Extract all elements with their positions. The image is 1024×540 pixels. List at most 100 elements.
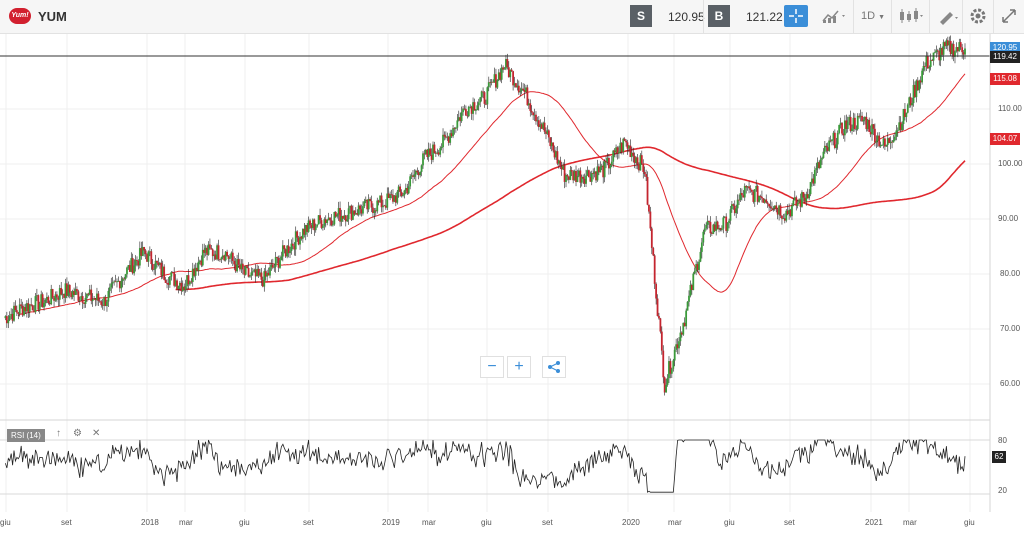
- price-chart[interactable]: [0, 34, 1024, 535]
- candle-body: [377, 200, 380, 203]
- sell-price[interactable]: 120.95: [668, 10, 705, 24]
- candle-body: [189, 281, 191, 285]
- candle-body: [35, 295, 38, 297]
- candles-button[interactable]: [896, 5, 926, 27]
- divider: [853, 0, 854, 34]
- candle-body: [403, 190, 406, 196]
- candle-body: [309, 220, 311, 226]
- candle-body: [758, 195, 760, 202]
- interval-button[interactable]: 1D ▼: [858, 5, 888, 27]
- candle-body: [342, 215, 344, 219]
- candle-body: [406, 187, 409, 194]
- candle-body: [545, 131, 547, 134]
- candle-body: [73, 291, 75, 295]
- chart-type-button[interactable]: [816, 5, 852, 27]
- candle-body: [316, 224, 319, 227]
- candle-body: [560, 166, 563, 170]
- candle-body: [853, 117, 856, 130]
- zoom-in-button[interactable]: +: [507, 356, 531, 378]
- candle-body: [692, 273, 695, 291]
- candle-body: [643, 171, 646, 175]
- candle-body: [147, 251, 150, 262]
- candle-body: [934, 52, 936, 53]
- candle-body: [878, 135, 881, 147]
- candle-body: [546, 130, 549, 134]
- candle-body: [942, 42, 945, 55]
- candle-body: [140, 248, 143, 256]
- candle-body: [98, 300, 101, 302]
- candle-body: [894, 136, 896, 141]
- candle-body: [291, 243, 294, 246]
- candle-body: [499, 72, 502, 80]
- sell-button[interactable]: S: [630, 5, 652, 27]
- candle-body: [660, 331, 663, 351]
- candle-body: [277, 257, 280, 268]
- candle-body: [771, 207, 773, 209]
- candle-body: [116, 281, 118, 283]
- candle-body: [417, 172, 420, 176]
- candle-body: [46, 296, 48, 300]
- share-button[interactable]: [542, 356, 566, 378]
- candle-body: [60, 288, 63, 295]
- candle-body: [946, 40, 949, 46]
- settings-button[interactable]: [966, 5, 990, 27]
- candle-body: [914, 84, 916, 98]
- candle-body: [94, 298, 97, 301]
- candle-body: [166, 282, 168, 284]
- candle-body: [160, 262, 163, 276]
- zoom-out-button[interactable]: −: [480, 356, 504, 378]
- rsi-line: [5, 438, 966, 493]
- candle-body: [695, 264, 698, 272]
- candle-body: [410, 175, 413, 177]
- buy-button[interactable]: B: [708, 5, 730, 27]
- candle-body: [688, 295, 690, 302]
- candle-body: [746, 186, 749, 188]
- candle-body: [362, 206, 364, 214]
- candle-body: [849, 116, 852, 132]
- candle-body: [789, 209, 792, 217]
- move-up-icon[interactable]: ↑: [56, 428, 61, 439]
- candle-body: [851, 128, 853, 132]
- candle-body: [742, 195, 745, 198]
- candle-body: [384, 205, 387, 208]
- candle-body: [220, 257, 223, 260]
- crosshair-button[interactable]: [784, 5, 808, 27]
- candle-body: [954, 51, 956, 57]
- candle-body: [919, 80, 922, 83]
- candle-body: [956, 47, 959, 52]
- candle-body: [211, 249, 214, 257]
- candle-body: [676, 344, 679, 349]
- candle-body: [363, 201, 366, 207]
- candle-body: [443, 134, 446, 137]
- ma-long-tag: 104.07: [990, 133, 1020, 145]
- candle-body: [414, 170, 417, 175]
- candle-body: [603, 161, 606, 178]
- candle-body: [912, 84, 915, 104]
- rsi-indicator-label[interactable]: RSI (14): [7, 429, 45, 442]
- candle-body: [427, 148, 430, 158]
- candle-body: [905, 112, 908, 118]
- draw-tools-button[interactable]: [934, 5, 960, 27]
- candle-body: [881, 144, 883, 146]
- candle-body: [776, 209, 779, 215]
- candle-body: [323, 219, 326, 226]
- candle-body: [655, 283, 658, 299]
- x-tick: set: [784, 518, 795, 527]
- candle-body: [74, 289, 77, 295]
- candle-body: [399, 186, 402, 192]
- candle-body: [863, 116, 866, 120]
- close-icon[interactable]: ✕: [92, 428, 101, 439]
- candle-body: [241, 263, 244, 270]
- candle-body: [685, 310, 688, 327]
- fullscreen-button[interactable]: [998, 5, 1020, 27]
- candle-body: [13, 305, 15, 321]
- chart-canvas[interactable]: [0, 34, 1024, 535]
- candle-body: [718, 228, 720, 230]
- candle-body: [928, 66, 931, 69]
- candle-body: [466, 115, 469, 117]
- candle-body: [916, 80, 919, 91]
- buy-price[interactable]: 121.22: [746, 10, 783, 24]
- candle-body: [846, 121, 849, 129]
- gear-icon[interactable]: ⚙: [73, 428, 82, 439]
- candle-body: [813, 169, 816, 184]
